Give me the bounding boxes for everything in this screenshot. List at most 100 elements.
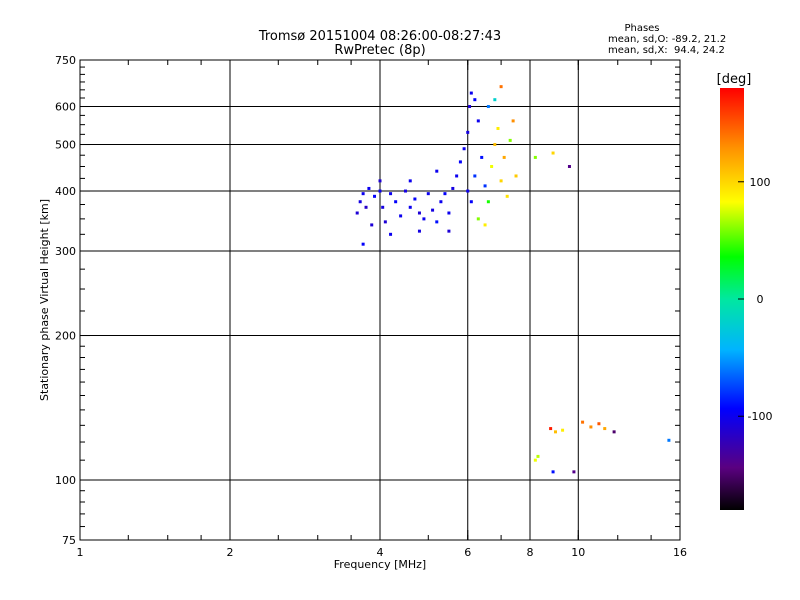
stats-line-o: mean, sd,O: -89.2, 21.2 [608, 34, 726, 45]
y-axis-label: Stationary phase Virtual Height [km] [38, 199, 51, 401]
data-point [473, 98, 477, 102]
axis-ticks [79, 59, 681, 541]
data-point [493, 98, 497, 102]
data-point [458, 160, 462, 164]
y-tick-labels: 75 100 200 300 400 500 600 750 [55, 54, 76, 547]
data-point [589, 425, 593, 429]
data-point [389, 232, 393, 236]
data-point [581, 420, 585, 424]
data-point [431, 208, 435, 212]
y-tick-label: 600 [55, 101, 76, 114]
data-point [597, 422, 601, 426]
data-point [496, 126, 500, 130]
data-point [493, 143, 497, 147]
data-point [536, 454, 540, 458]
data-point [413, 197, 417, 201]
data-point [364, 205, 368, 209]
data-point [378, 179, 382, 183]
data-point [355, 211, 359, 215]
colorbar-label: [deg] [717, 72, 752, 87]
data-point [403, 189, 407, 193]
data-point [466, 189, 470, 193]
x-axis-label: Frequency [MHz] [334, 558, 426, 571]
grid-lines [80, 60, 680, 540]
x-tick-label: 10 [571, 546, 585, 559]
data-point [417, 229, 421, 233]
data-point [476, 217, 480, 221]
y-tick-label: 100 [55, 474, 76, 487]
data-point [468, 105, 472, 109]
data-point [603, 427, 607, 431]
data-point [667, 438, 671, 442]
colorbar-tick-label: 100 [750, 176, 771, 189]
data-point [381, 205, 385, 209]
chart-subtitle: RwPretec (8p) [334, 43, 425, 58]
data-point [508, 138, 512, 142]
data-point [417, 211, 421, 215]
data-point [551, 470, 555, 474]
data-point [451, 186, 455, 190]
y-tick-label: 200 [55, 330, 76, 343]
data-point [435, 220, 439, 224]
data-point [549, 427, 553, 431]
colorbar-tick-label: -100 [748, 410, 773, 423]
data-point [408, 205, 412, 209]
data-point [394, 200, 398, 204]
data-point [439, 200, 443, 204]
data-point [490, 164, 494, 168]
data-point [572, 470, 576, 474]
y-tick-label: 500 [55, 139, 76, 152]
data-point [426, 192, 430, 196]
colorbar-tick-label: 0 [757, 293, 764, 306]
data-point [561, 428, 565, 432]
x-tick-label: 6 [464, 546, 471, 559]
data-points [355, 85, 671, 474]
data-point [499, 179, 503, 183]
x-tick-label: 8 [527, 546, 534, 559]
data-point [378, 189, 382, 193]
data-point [383, 220, 387, 224]
data-point [486, 105, 490, 109]
data-point [443, 192, 447, 196]
data-point [361, 242, 365, 246]
data-point [389, 192, 393, 196]
data-point [435, 169, 439, 173]
data-point [514, 174, 518, 178]
y-tick-label: 400 [55, 185, 76, 198]
data-point [483, 184, 487, 188]
data-point [455, 174, 459, 178]
data-point [476, 119, 480, 123]
data-point [358, 200, 362, 204]
data-point [567, 164, 571, 168]
data-point [408, 179, 412, 183]
x-tick-label: 1 [77, 546, 84, 559]
data-point [486, 200, 490, 204]
data-point [505, 194, 509, 198]
data-point [473, 174, 477, 178]
data-point [551, 151, 555, 155]
y-tick-label: 300 [55, 245, 76, 258]
data-point [361, 192, 365, 196]
data-point [502, 155, 506, 159]
data-point [367, 186, 371, 190]
data-point [469, 91, 473, 95]
data-point [612, 430, 616, 434]
stats-heading: Phases [624, 23, 659, 34]
x-tick-label: 2 [227, 546, 234, 559]
data-point [399, 214, 403, 218]
data-point [466, 130, 470, 134]
data-point [373, 194, 377, 198]
chart-title: Tromsø 20151004 08:26:00-08:27:43 [258, 29, 501, 44]
data-point [480, 155, 484, 159]
data-point [422, 217, 426, 221]
data-point [483, 223, 487, 227]
stats-line-x: mean, sd,X: 94.4, 24.2 [608, 45, 725, 56]
x-tick-label: 4 [377, 546, 384, 559]
data-point [462, 147, 466, 151]
data-point [499, 85, 503, 89]
data-point [533, 155, 537, 159]
data-point [511, 119, 515, 123]
data-point [553, 430, 557, 434]
data-point [447, 229, 451, 233]
